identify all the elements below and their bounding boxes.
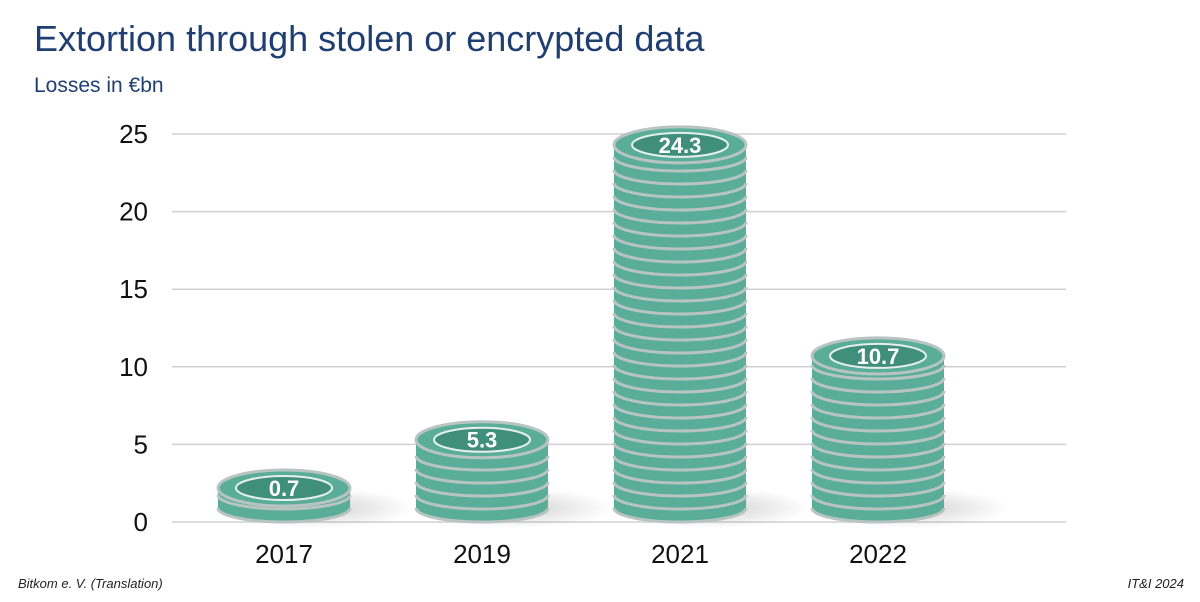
coin-ridge — [612, 403, 748, 420]
x-tick-label: 2019 — [453, 539, 511, 569]
coin-top-inner — [829, 342, 927, 369]
chart-subtitle: Losses in €bn — [34, 74, 164, 97]
coin-ridge — [612, 364, 748, 381]
coin-ridge — [612, 507, 748, 524]
coin-ridge — [414, 455, 550, 472]
coin-ridge — [612, 299, 748, 316]
coin-ridge — [612, 351, 748, 368]
coin-stack-bar: 24.3 — [612, 125, 810, 528]
y-tick-label: 10 — [119, 352, 148, 382]
coin-ridge — [810, 442, 946, 459]
coin-ridge — [810, 416, 946, 433]
coin-ridge — [810, 390, 946, 407]
coin-ridge — [810, 481, 946, 498]
coin-ridge — [612, 273, 748, 290]
y-tick-label: 0 — [134, 507, 148, 537]
coin-ridge — [612, 234, 748, 251]
coin-ridge — [612, 286, 748, 303]
coin-top-inner — [235, 475, 333, 501]
coin-ridge — [612, 377, 748, 394]
coin-ridge — [612, 312, 748, 329]
bar-value-label: 10.7 — [857, 344, 900, 369]
coin-ridge — [810, 403, 946, 420]
bar-value-label: 24.3 — [659, 133, 702, 158]
coin-ridge — [612, 481, 748, 498]
coin-ridge — [810, 468, 946, 485]
coin-ridge — [216, 507, 352, 524]
coin-ridge — [810, 377, 946, 394]
coin-ridge — [612, 169, 748, 186]
coin-ridge — [612, 195, 748, 212]
coin-ridge — [612, 247, 748, 264]
coin-ridge — [612, 221, 748, 238]
coin-ridge — [810, 429, 946, 446]
coin-ridge — [414, 481, 550, 498]
source-note: Bitkom e. V. (Translation) — [18, 576, 163, 591]
coin-ridge — [414, 494, 550, 511]
coin-stack-bar: 5.3 — [414, 420, 612, 528]
chart-title: Extortion through stolen or encrypted da… — [34, 18, 705, 59]
coin-ridge — [810, 455, 946, 472]
coin-ridge — [810, 364, 946, 381]
coin-ridge — [612, 260, 748, 277]
bar-value-label: 5.3 — [467, 428, 498, 453]
coin-ridge — [612, 390, 748, 407]
coin-ridge — [612, 468, 748, 485]
coin-ridge — [612, 455, 748, 472]
y-tick-label: 20 — [119, 197, 148, 227]
x-tick-label: 2021 — [651, 539, 709, 569]
coin-stack-bar: 0.7 — [216, 468, 414, 528]
coin-ridge — [612, 442, 748, 459]
x-tick-label: 2022 — [849, 539, 907, 569]
coin-top-inner — [631, 131, 729, 158]
coin-ridge — [216, 494, 352, 511]
coin-ridge — [414, 507, 550, 524]
bar-value-label: 0.7 — [269, 476, 300, 501]
coin-ridge — [612, 429, 748, 446]
y-tick-label: 15 — [119, 274, 148, 304]
coin-ridge — [414, 468, 550, 485]
coin-ridge — [612, 416, 748, 433]
coin-ridge — [810, 507, 946, 524]
coin-ridge — [612, 156, 748, 173]
coin-ridge — [612, 325, 748, 342]
coin-ridge — [810, 494, 946, 511]
credit-note: IT&I 2024 — [1127, 576, 1184, 591]
coin-ridge — [612, 494, 748, 511]
coin-ridge — [612, 182, 748, 199]
y-tick-label: 5 — [134, 429, 148, 459]
x-tick-label: 2017 — [255, 539, 313, 569]
coin-stack-bar: 10.7 — [810, 336, 1008, 528]
coin-ridge — [612, 208, 748, 225]
coin-ridge — [612, 338, 748, 355]
y-tick-label: 25 — [119, 119, 148, 149]
coin-top-inner — [433, 426, 531, 453]
